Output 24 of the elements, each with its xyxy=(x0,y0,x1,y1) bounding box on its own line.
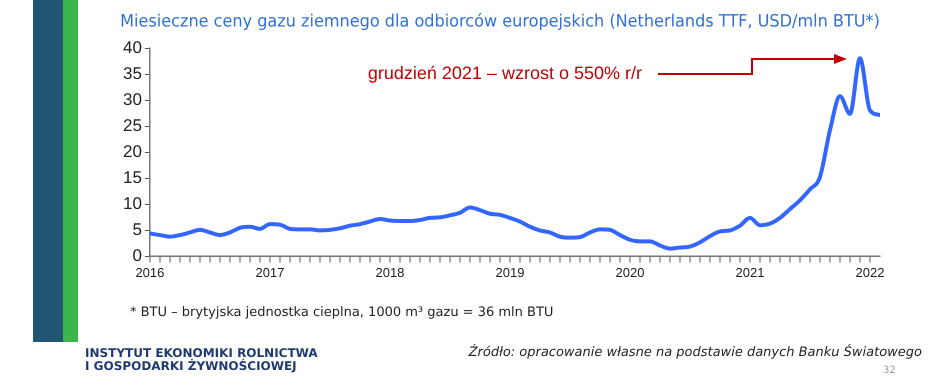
y-tick-label: 20 xyxy=(122,142,142,162)
annotation: grudzień 2021 – wzrost o 550% r/r xyxy=(368,63,642,84)
x-tick-label: 2017 xyxy=(255,264,284,280)
y-tick-label: 0 xyxy=(132,246,142,266)
text: Źródło: opracowanie własne na podstawie danych Banku Światowego xyxy=(468,345,922,360)
y-tick-label: 40 xyxy=(122,38,142,58)
x-tick-label: 2022 xyxy=(856,264,884,280)
text: 32 xyxy=(883,365,896,376)
y-tick-label: 5 xyxy=(132,220,142,240)
x-tick-label: 2020 xyxy=(616,264,644,280)
y-tick-label: 25 xyxy=(122,116,142,136)
y-tick-label: 15 xyxy=(122,168,142,188)
y-tick-label: 35 xyxy=(122,64,142,84)
text: I GOSPODARKI ŻYWNOŚCIOWEJ xyxy=(85,359,297,373)
line-series xyxy=(150,56,880,251)
chart-title: Miesieczne ceny gazu ziemnego dla odbiorców europejskich (Netherlands TTF, USD/mln BTU*) xyxy=(120,11,880,31)
x-tick-label: 2016 xyxy=(135,264,164,280)
text: * BTU – brytyjska jednostka cieplna, 1000 m³ gazu = 36 mln BTU xyxy=(130,305,554,320)
x-tick-label: 2018 xyxy=(375,264,404,280)
x-tick-label: 2019 xyxy=(495,264,524,280)
y-tick-label: 30 xyxy=(122,90,142,110)
text: INSTYTUT EKONOMIKI ROLNICTWA xyxy=(85,346,318,360)
y-tick-label: 10 xyxy=(122,194,142,214)
x-tick-label: 2021 xyxy=(736,264,764,280)
